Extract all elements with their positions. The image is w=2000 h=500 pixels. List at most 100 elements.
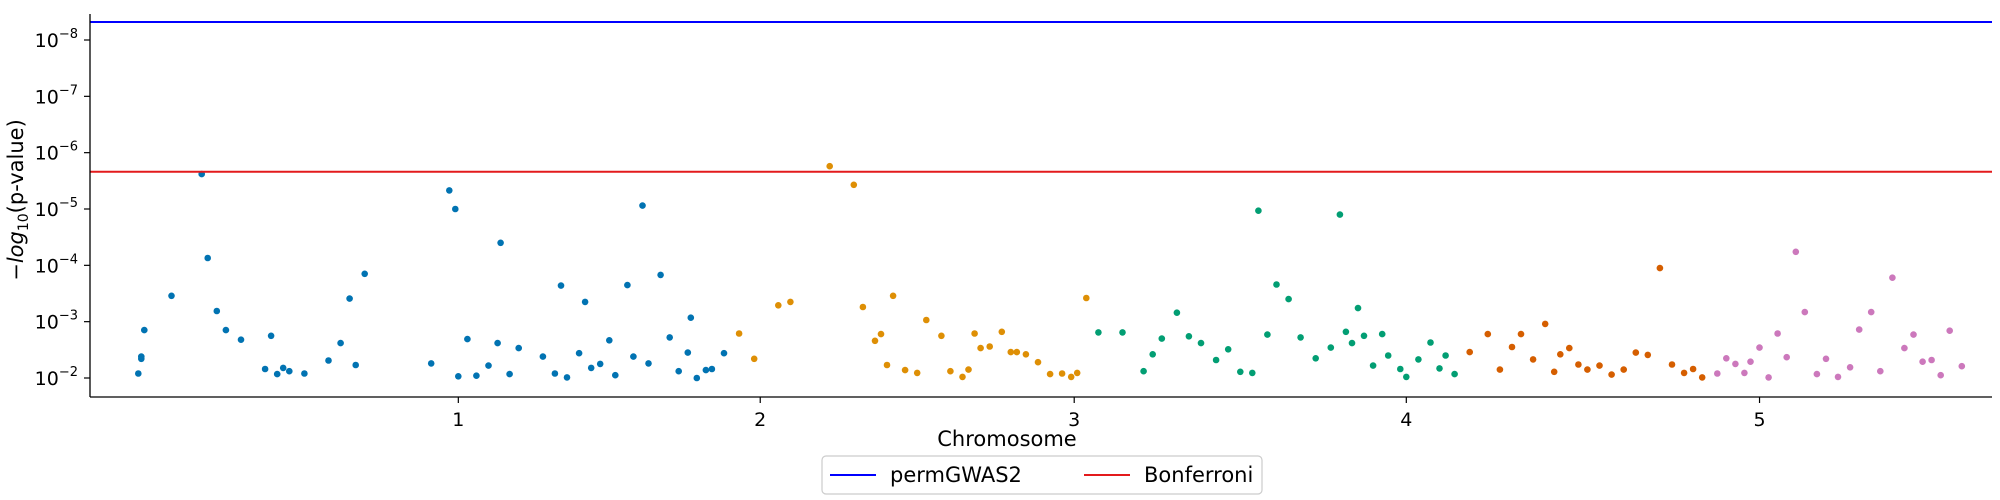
- data-point: [1668, 361, 1676, 368]
- data-point: [1297, 334, 1304, 341]
- data-point: [913, 369, 921, 377]
- data-point: [1436, 365, 1443, 372]
- data-point: [1889, 274, 1896, 282]
- data-point: [1312, 355, 1319, 362]
- data-point: [1608, 371, 1615, 378]
- data-point: [1901, 344, 1908, 352]
- data-point: [1369, 362, 1377, 369]
- y-tick-label: 10−5: [35, 196, 78, 221]
- data-point: [1919, 358, 1926, 366]
- data-point: [1723, 355, 1730, 362]
- data-point: [1877, 367, 1884, 375]
- data-point: [361, 270, 369, 278]
- data-point: [1360, 332, 1368, 340]
- data-point: [606, 337, 613, 344]
- data-point: [1427, 339, 1434, 346]
- data-point: [1765, 374, 1772, 381]
- data-point: [1384, 352, 1392, 359]
- data-point: [1529, 356, 1537, 363]
- data-point: [1348, 339, 1356, 347]
- data-point: [575, 349, 583, 357]
- data-point: [1327, 344, 1335, 351]
- data-point: [826, 162, 833, 170]
- y-tick-label: 10−6: [35, 140, 78, 165]
- data-point: [1034, 358, 1042, 366]
- data-point: [1834, 373, 1842, 381]
- data-point: [1517, 330, 1525, 338]
- data-point: [901, 366, 909, 374]
- data-point: [1451, 370, 1458, 378]
- data-point: [286, 367, 293, 375]
- data-point: [1442, 352, 1449, 359]
- data-point: [1801, 308, 1809, 316]
- data-point: [693, 374, 701, 382]
- data-point: [787, 298, 794, 306]
- data-point: [1822, 355, 1830, 363]
- data-point: [273, 370, 281, 378]
- data-point: [1566, 344, 1573, 352]
- x-tick-label: 5: [1753, 409, 1765, 431]
- data-point: [1095, 329, 1102, 336]
- data-point: [1237, 368, 1244, 376]
- data-point: [971, 330, 978, 337]
- data-point: [645, 360, 652, 367]
- data-point: [1378, 330, 1386, 338]
- legend-label-bonferroni: Bonferroni: [1144, 463, 1253, 487]
- data-point: [427, 360, 435, 367]
- data-point: [596, 360, 604, 368]
- data-point: [1774, 330, 1781, 337]
- data-point: [1083, 294, 1090, 302]
- data-point: [1197, 339, 1205, 347]
- data-point: [515, 344, 522, 352]
- data-point: [1119, 329, 1126, 336]
- data-point: [1958, 362, 1966, 370]
- data-point: [938, 332, 945, 340]
- data-point: [666, 334, 673, 341]
- data-point: [222, 326, 230, 334]
- y-ticks: 10−2 10−3 10−4 10−5 10−6 10−7 10−8: [35, 27, 90, 390]
- data-point: [452, 205, 459, 213]
- data-point: [947, 367, 954, 375]
- data-point: [1508, 343, 1516, 351]
- data-point: [1928, 356, 1935, 364]
- data-point: [1846, 364, 1854, 371]
- data-point: [1689, 365, 1697, 373]
- data-point: [135, 370, 142, 377]
- data-point: [1680, 369, 1688, 377]
- data-point: [1541, 320, 1549, 328]
- data-point: [301, 370, 308, 377]
- x-axis-label: Chromosome: [937, 427, 1076, 451]
- data-point: [1466, 348, 1473, 356]
- y-tick-label: 10−4: [35, 252, 78, 277]
- data-point: [1403, 373, 1410, 381]
- data-point: [1285, 295, 1292, 303]
- data-point: [337, 339, 344, 347]
- data-point: [687, 314, 695, 322]
- data-point: [563, 374, 571, 381]
- data-point: [1855, 326, 1863, 333]
- data-point: [1496, 366, 1504, 373]
- data-point: [1158, 335, 1166, 342]
- data-point: [1067, 373, 1075, 381]
- y-tick-label: 10−3: [35, 309, 78, 334]
- x-tick-label: 1: [452, 409, 464, 431]
- data-point: [1813, 370, 1821, 378]
- data-point: [1224, 346, 1232, 353]
- data-point: [612, 371, 619, 379]
- data-point: [1644, 351, 1652, 359]
- data-point: [977, 344, 984, 352]
- data-point: [684, 349, 692, 356]
- data-point: [138, 353, 145, 360]
- data-point: [261, 365, 269, 373]
- data-point: [1173, 309, 1181, 317]
- data-point: [850, 181, 858, 189]
- data-point: [1342, 328, 1350, 336]
- data-point: [1792, 248, 1800, 256]
- data-point: [965, 366, 972, 373]
- data-point: [581, 298, 589, 306]
- data-point: [204, 254, 211, 262]
- data-point: [877, 330, 885, 338]
- data-point: [1620, 366, 1627, 373]
- data-point: [1575, 361, 1582, 368]
- data-point: [1484, 330, 1492, 338]
